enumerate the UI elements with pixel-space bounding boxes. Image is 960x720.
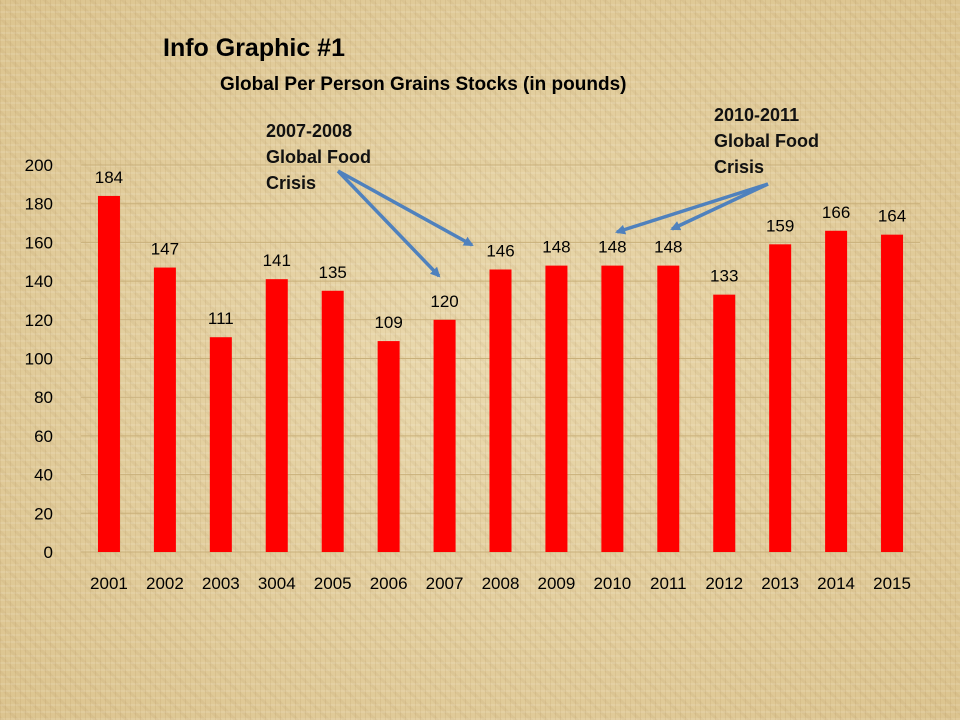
- data-label-2012: 133: [710, 267, 738, 286]
- x-tick-label-2011: 2011: [650, 574, 687, 593]
- bar-2015: [881, 234, 904, 552]
- y-tick-label: 180: [25, 195, 53, 214]
- y-tick-label: 200: [25, 156, 53, 175]
- data-label-2005: 135: [319, 263, 347, 282]
- y-tick-label: 160: [25, 233, 53, 252]
- data-label-2006: 109: [374, 313, 402, 332]
- arrow-to-2007: [336, 169, 441, 278]
- bar-2013: [769, 244, 792, 552]
- bar-2012: [713, 294, 736, 552]
- data-label-2010: 148: [598, 238, 626, 257]
- x-tick-label-2008: 2008: [482, 574, 520, 593]
- arrow-to-2010: [615, 182, 769, 235]
- y-tick-label: 80: [34, 388, 53, 407]
- data-label-2003: 111: [208, 309, 234, 328]
- data-label-3004: 141: [263, 251, 291, 270]
- data-labels: 184 147 111 141 135 109 120 146 148 148 148 133 159 1…: [95, 168, 906, 332]
- bar-2010: [601, 265, 624, 552]
- x-tick-label-3004: 3004: [258, 574, 296, 593]
- y-tick-label: 100: [25, 350, 53, 369]
- x-tick-label-2010: 2010: [593, 574, 631, 593]
- bar-2005: [321, 290, 344, 552]
- callout-arrows: [336, 169, 769, 278]
- y-tick-label: 20: [34, 504, 53, 523]
- data-label-2011: 148: [654, 238, 682, 257]
- x-tick-label-2006: 2006: [370, 574, 408, 593]
- x-axis-ticks: 2001 2002 2003 3004 2005 2006 2007 2008 2009 2010…: [90, 574, 911, 593]
- x-tick-label-2013: 2013: [761, 574, 799, 593]
- callout-2010-2011-crisis: 2010-2011 Global Food Crisis: [714, 105, 819, 177]
- y-tick-label: 0: [44, 543, 53, 562]
- data-label-2013: 159: [766, 216, 794, 235]
- bar-3004: [265, 279, 288, 552]
- x-tick-label-2005: 2005: [314, 574, 352, 593]
- data-label-2001: 184: [95, 168, 123, 187]
- bar-2006: [377, 341, 400, 552]
- bar-2008: [489, 269, 512, 552]
- data-label-2014: 166: [822, 203, 850, 222]
- x-tick-label-2002: 2002: [146, 574, 184, 593]
- bars: [97, 195, 904, 553]
- bar-2011: [657, 265, 680, 552]
- y-tick-label: 40: [34, 466, 53, 485]
- data-label-2009: 148: [542, 238, 570, 257]
- y-tick-label: 60: [34, 427, 53, 446]
- x-tick-label-2003: 2003: [202, 574, 240, 593]
- data-label-2007: 120: [430, 292, 458, 311]
- bar-2003: [209, 337, 232, 552]
- bar-2002: [153, 267, 176, 552]
- callout-2007-2008-crisis: 2007-2008 Global Food Crisis: [266, 121, 371, 193]
- bar-2007: [433, 319, 456, 552]
- x-tick-label-2014: 2014: [817, 574, 855, 593]
- bar-2009: [545, 265, 568, 552]
- data-label-2015: 164: [878, 207, 906, 226]
- x-tick-label-2015: 2015: [873, 574, 911, 593]
- slide-heading: Info Graphic #1: [163, 34, 345, 62]
- y-tick-label: 120: [25, 311, 53, 330]
- arrow-to-2008: [337, 169, 474, 247]
- x-tick-label-2007: 2007: [426, 574, 464, 593]
- arrow-to-2011: [670, 182, 769, 231]
- data-label-2008: 146: [486, 241, 514, 260]
- x-tick-label-2012: 2012: [705, 574, 743, 593]
- chart-title: Global Per Person Grains Stocks (in poun…: [220, 74, 627, 95]
- x-tick-label-2001: 2001: [90, 574, 128, 593]
- data-label-2002: 147: [151, 240, 179, 259]
- y-tick-label: 140: [25, 272, 53, 291]
- y-axis-ticks: 0 20 40 60 80 100 120 140 160 180 200: [25, 156, 53, 562]
- bar-2014: [825, 230, 848, 553]
- x-tick-label-2009: 2009: [538, 574, 576, 593]
- bar-2001: [97, 195, 120, 552]
